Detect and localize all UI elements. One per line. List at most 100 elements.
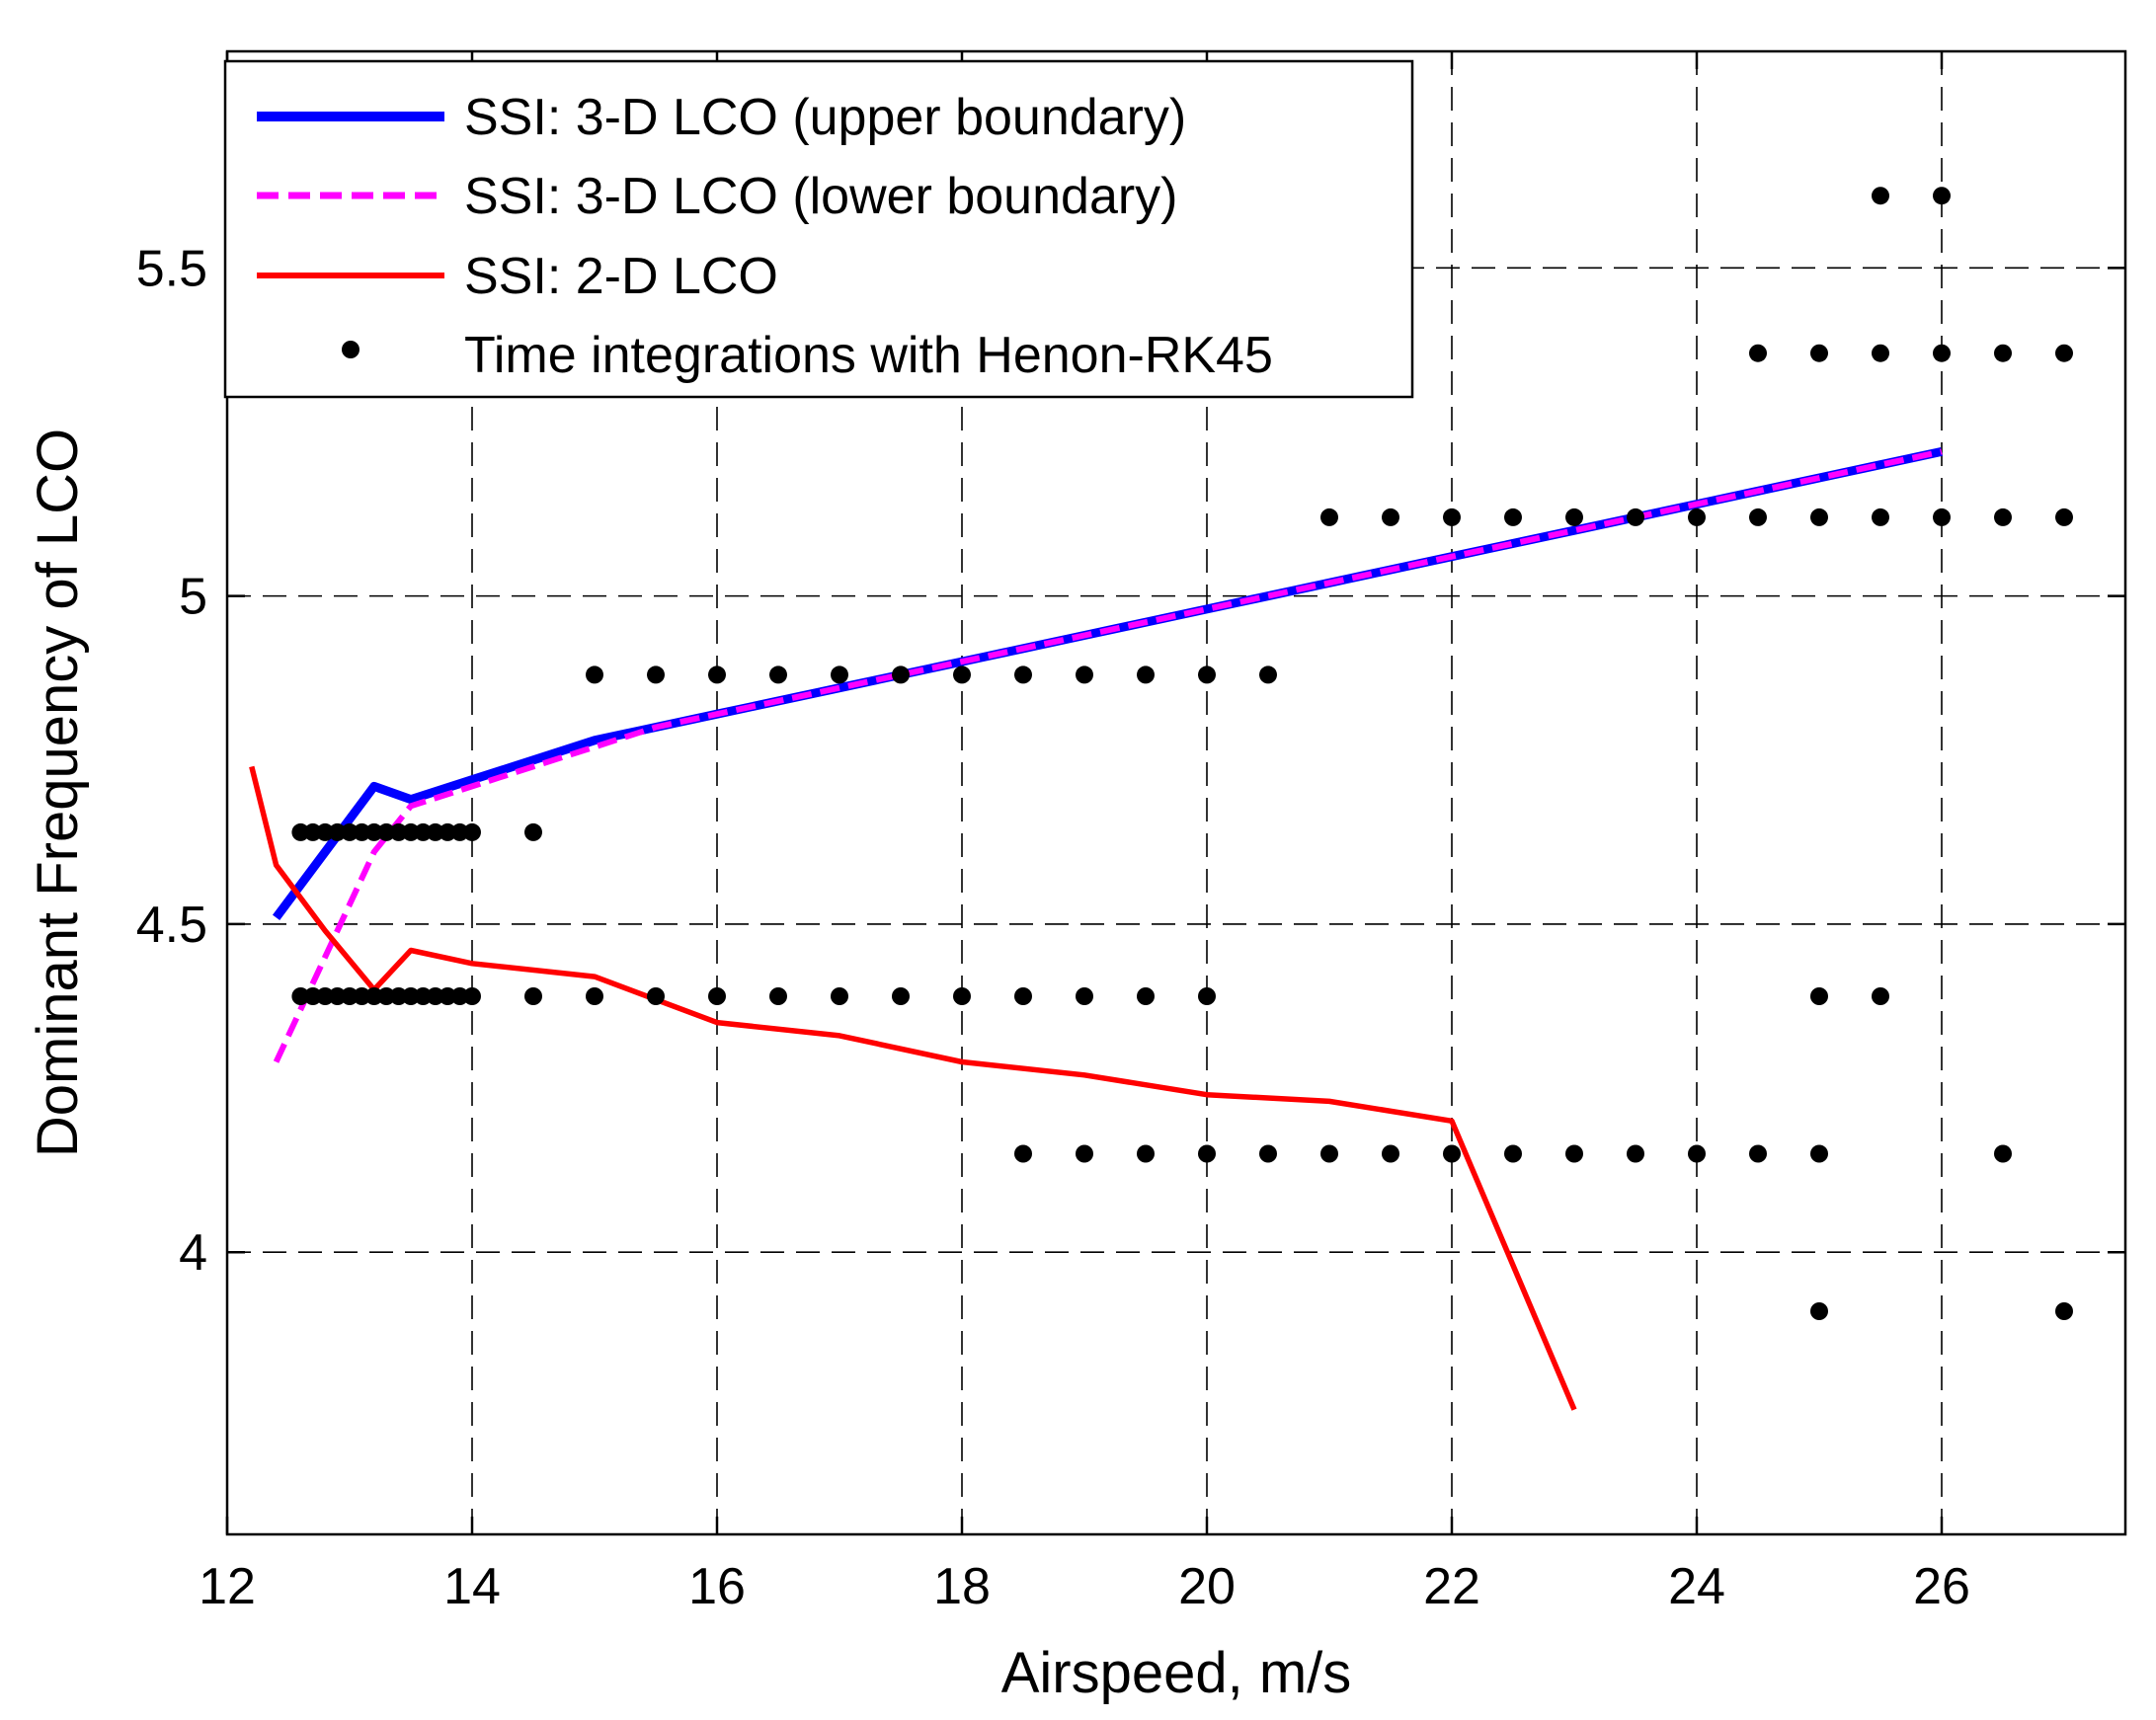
henon-rk45-point bbox=[586, 987, 603, 1005]
henon-rk45-point bbox=[1810, 508, 1828, 526]
henon-rk45-point bbox=[1320, 1144, 1338, 1163]
henon-rk45-point bbox=[402, 822, 420, 841]
henon-rk45-point bbox=[291, 822, 310, 841]
henon-rk45-point bbox=[389, 987, 408, 1005]
henon-rk45-point bbox=[439, 822, 457, 841]
henon-rk45-point bbox=[2055, 508, 2073, 526]
henon-rk45-point bbox=[1810, 987, 1828, 1005]
henon-rk45-point bbox=[1872, 987, 1889, 1005]
henon-rk45-point bbox=[1810, 344, 1828, 362]
henon-rk45-point bbox=[2055, 344, 2073, 362]
henon-rk45-point bbox=[524, 822, 542, 841]
henon-rk45-point bbox=[439, 987, 457, 1005]
henon-rk45-point bbox=[1504, 508, 1522, 526]
henon-rk45-point bbox=[769, 665, 787, 684]
henon-rk45-point bbox=[1749, 508, 1767, 526]
henon-rk45-point bbox=[328, 987, 347, 1005]
henon-rk45-point bbox=[341, 822, 359, 841]
henon-rk45-point bbox=[831, 665, 848, 684]
legend-label-markers: Time integrations with Henon-RK45 bbox=[464, 327, 1273, 384]
x-tick-label: 20 bbox=[1178, 1558, 1236, 1615]
henon-rk45-point bbox=[353, 822, 371, 841]
legend-label-lower: SSI: 3-D LCO (lower boundary) bbox=[464, 168, 1178, 225]
henon-rk45-point bbox=[1382, 508, 1399, 526]
henon-rk45-point bbox=[353, 987, 371, 1005]
henon-rk45-point bbox=[291, 987, 310, 1005]
henon-rk45-point bbox=[769, 987, 787, 1005]
henon-rk45-point bbox=[1014, 987, 1032, 1005]
henon-rk45-point bbox=[647, 987, 665, 1005]
henon-rk45-point bbox=[708, 987, 726, 1005]
y-tick-label: 5 bbox=[179, 569, 207, 626]
henon-rk45-point bbox=[831, 987, 848, 1005]
henon-rk45-point bbox=[426, 822, 444, 841]
x-tick-label: 24 bbox=[1668, 1558, 1725, 1615]
y-tick-label: 5.5 bbox=[136, 240, 207, 297]
henon-rk45-point bbox=[1076, 1144, 1093, 1163]
henon-rk45-point bbox=[341, 987, 359, 1005]
henon-rk45-point bbox=[1382, 1144, 1399, 1163]
henon-rk45-point bbox=[303, 822, 322, 841]
henon-rk45-point bbox=[1810, 1144, 1828, 1163]
x-tick-label: 26 bbox=[1913, 1558, 1970, 1615]
markers bbox=[291, 187, 2073, 1320]
henon-rk45-point bbox=[2055, 1302, 2073, 1320]
y-axis-title: Dominant Frequency of LCO bbox=[26, 429, 90, 1157]
lco-2d-line bbox=[249, 765, 1577, 1411]
henon-rk45-point bbox=[364, 987, 383, 1005]
henon-rk45-point bbox=[1810, 1302, 1828, 1320]
henon-rk45-point bbox=[1137, 665, 1155, 684]
henon-rk45-point bbox=[1565, 1144, 1583, 1163]
legend-swatch-markers bbox=[342, 341, 359, 358]
henon-rk45-point bbox=[426, 987, 444, 1005]
henon-rk45-point bbox=[328, 822, 347, 841]
henon-rk45-point bbox=[377, 987, 396, 1005]
grid bbox=[226, 51, 2125, 1534]
henon-rk45-point bbox=[450, 822, 469, 841]
henon-rk45-point bbox=[414, 987, 433, 1005]
henon-rk45-point bbox=[892, 987, 910, 1005]
x-tick-label: 16 bbox=[688, 1558, 746, 1615]
x-tick-labels: 12 14 16 18 20 22 24 26 bbox=[199, 1558, 1970, 1615]
x-tick-label: 22 bbox=[1423, 1558, 1480, 1615]
x-axis-title: Airspeed, m/s bbox=[1001, 1641, 1352, 1705]
henon-rk45-point bbox=[708, 665, 726, 684]
henon-rk45-point bbox=[1565, 508, 1583, 526]
legend: SSI: 3-D LCO (upper boundary) SSI: 3-D L… bbox=[223, 59, 1414, 399]
henon-rk45-point bbox=[1259, 665, 1277, 684]
henon-rk45-point bbox=[586, 665, 603, 684]
henon-rk45-point bbox=[1198, 1144, 1216, 1163]
henon-rk45-point bbox=[1749, 1144, 1767, 1163]
henon-rk45-point bbox=[1198, 665, 1216, 684]
henon-rk45-point bbox=[1014, 665, 1032, 684]
henon-rk45-point bbox=[953, 665, 971, 684]
henon-rk45-point bbox=[1749, 344, 1767, 362]
henon-rk45-point bbox=[316, 822, 335, 841]
henon-rk45-point bbox=[1076, 987, 1093, 1005]
x-tick-label: 18 bbox=[933, 1558, 991, 1615]
henon-rk45-point bbox=[1688, 1144, 1706, 1163]
henon-rk45-point bbox=[402, 987, 420, 1005]
henon-rk45-point bbox=[1872, 508, 1889, 526]
henon-rk45-point bbox=[1076, 665, 1093, 684]
x-tick-label: 12 bbox=[199, 1558, 256, 1615]
henon-rk45-point bbox=[1014, 1144, 1032, 1163]
henon-rk45-point bbox=[892, 665, 910, 684]
henon-rk45-point bbox=[1688, 508, 1706, 526]
legend-label-upper: SSI: 3-D LCO (upper boundary) bbox=[464, 89, 1186, 146]
henon-rk45-point bbox=[377, 822, 396, 841]
henon-rk45-point bbox=[1933, 187, 1951, 205]
henon-rk45-point bbox=[364, 822, 383, 841]
lower-boundary-line bbox=[273, 448, 1943, 1063]
henon-rk45-point bbox=[1994, 344, 2012, 362]
henon-rk45-point bbox=[1872, 344, 1889, 362]
henon-rk45-point bbox=[450, 987, 469, 1005]
henon-rk45-point bbox=[524, 987, 542, 1005]
henon-rk45-point bbox=[1137, 1144, 1155, 1163]
x-tick-label: 14 bbox=[443, 1558, 501, 1615]
henon-rk45-point bbox=[1994, 508, 2012, 526]
henon-rk45-point bbox=[1259, 1144, 1277, 1163]
henon-rk45-point bbox=[1320, 508, 1338, 526]
henon-rk45-point bbox=[303, 987, 322, 1005]
